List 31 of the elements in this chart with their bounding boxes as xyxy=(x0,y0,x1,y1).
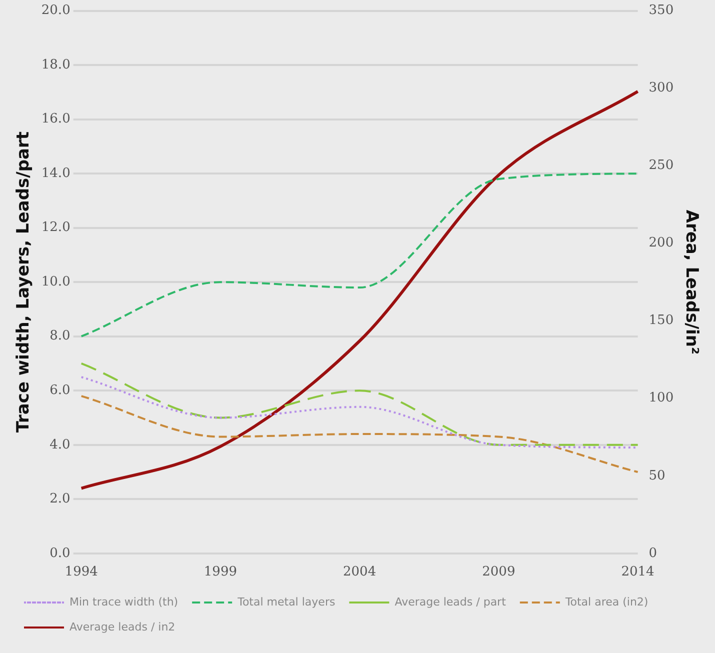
y2-tick-label: 150 xyxy=(648,313,674,328)
x-tick-label: 2009 xyxy=(482,564,516,580)
y2-tick-label: 250 xyxy=(648,158,674,174)
legend-label: Average leads / in2 xyxy=(70,620,176,634)
y2-tick-label: 200 xyxy=(648,236,674,251)
y2-tick-label: 350 xyxy=(648,3,674,18)
y-tick-label: 4.0 xyxy=(50,437,70,452)
y2-axis-title: Area, Leads/in² xyxy=(681,210,702,354)
y-tick-label: 16.0 xyxy=(41,112,70,127)
y-tick-label: 20.0 xyxy=(41,3,70,18)
y2-tick-label: 0 xyxy=(648,546,658,561)
legend-label: Total area (in2) xyxy=(564,595,648,608)
y-tick-label: 14.0 xyxy=(41,166,70,181)
y-tick-label: 18.0 xyxy=(41,57,70,72)
y-axis-title: Trace width, Layers, Leads/part xyxy=(14,132,34,433)
x-tick-label: 1999 xyxy=(204,564,238,580)
y-tick-label: 12.0 xyxy=(41,220,70,236)
y-tick-label: 2.0 xyxy=(50,492,70,507)
y-tick-label: 6.0 xyxy=(50,382,70,398)
legend-label: Average leads / part xyxy=(394,595,507,608)
y-tick-label: 8.0 xyxy=(50,328,70,344)
legend-label: Min trace width (th) xyxy=(70,595,178,608)
legend-label: Total metal layers xyxy=(236,595,336,608)
y-tick-label: 10.0 xyxy=(41,274,70,290)
y-tick-label: 0.0 xyxy=(50,546,70,561)
y2-tick-label: 50 xyxy=(648,468,666,484)
x-tick-label: 2004 xyxy=(343,564,376,580)
x-tick-label: 2014 xyxy=(621,564,654,580)
y2-tick-label: 300 xyxy=(648,80,674,96)
x-tick-label: 1994 xyxy=(64,564,98,580)
y2-tick-label: 100 xyxy=(648,390,674,406)
